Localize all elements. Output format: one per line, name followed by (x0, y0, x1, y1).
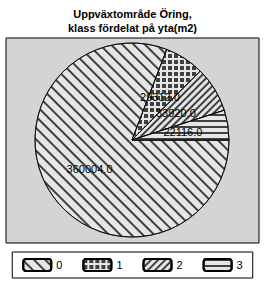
svg-text:1: 1 (116, 259, 122, 271)
svg-text:3: 3 (237, 259, 243, 271)
svg-text:2: 2 (177, 259, 183, 271)
svg-text:33920.0: 33920.0 (156, 107, 196, 119)
svg-text:0: 0 (56, 259, 62, 271)
svg-text:klass fördelat på yta(m2): klass fördelat på yta(m2) (68, 22, 197, 34)
svg-text:Uppväxtområde Öring,: Uppväxtområde Öring, (73, 8, 192, 20)
svg-text:29312.0: 29312.0 (140, 91, 180, 103)
svg-text:360004.0: 360004.0 (67, 163, 113, 175)
svg-text:22116.0: 22116.0 (163, 126, 202, 138)
